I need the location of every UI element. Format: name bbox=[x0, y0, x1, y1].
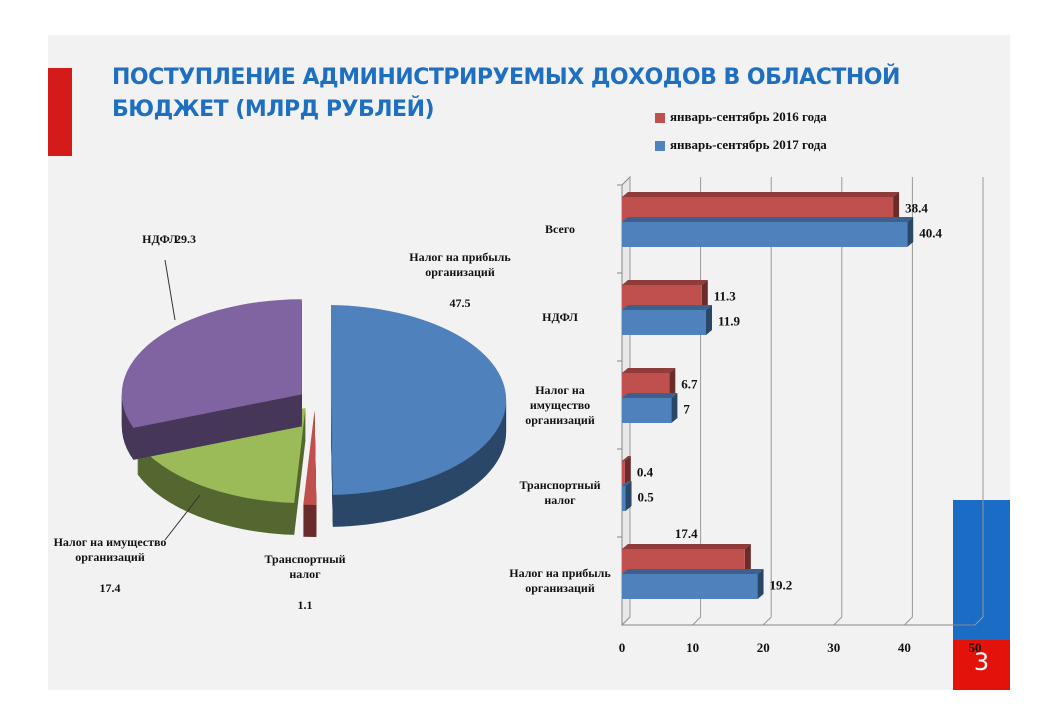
bar-top bbox=[622, 481, 632, 486]
accent bbox=[953, 640, 1010, 690]
pie-label: Налог на имущество организаций bbox=[53, 535, 167, 564]
bar-top bbox=[622, 192, 900, 197]
bar bbox=[622, 222, 908, 247]
legend-swatch bbox=[655, 141, 665, 151]
bar-end bbox=[625, 481, 632, 511]
pie-slice bbox=[121, 299, 302, 428]
accent bbox=[48, 68, 72, 156]
y-tick-label: Налог на прибыль организаций bbox=[509, 566, 611, 595]
y-tick-label: Транспортный налог bbox=[519, 478, 601, 507]
value-label: 38.4 bbox=[905, 200, 928, 215]
pie-label: Транспортный налог bbox=[264, 552, 346, 581]
legend-swatch bbox=[655, 113, 665, 123]
bar-end bbox=[669, 368, 676, 398]
bar-end bbox=[744, 544, 751, 574]
bar-top bbox=[622, 280, 708, 285]
bar-end bbox=[757, 569, 764, 599]
x-tick-label: 30 bbox=[827, 640, 840, 655]
bar bbox=[622, 574, 758, 599]
pie-slice bbox=[303, 409, 317, 506]
value-label: 40.4 bbox=[919, 225, 942, 240]
bar-end bbox=[893, 192, 900, 222]
bar-top bbox=[622, 217, 914, 222]
x-tick-label: 10 bbox=[686, 640, 699, 655]
y-tick-label: НДФЛ bbox=[542, 309, 578, 324]
x-tick-label: 0 bbox=[619, 640, 626, 655]
accent bbox=[953, 500, 1010, 640]
bar bbox=[622, 461, 625, 486]
value-label: 0.4 bbox=[637, 464, 654, 479]
value-label: 7 bbox=[683, 401, 690, 416]
y-tick-label: Всего bbox=[545, 221, 575, 236]
pie-value: 17.4 bbox=[99, 581, 121, 595]
bar-end bbox=[706, 305, 713, 335]
grid-line bbox=[974, 177, 984, 626]
bar-top bbox=[622, 544, 751, 549]
legend-label: январь-сентябрь 2016 года bbox=[670, 109, 827, 124]
bar bbox=[622, 398, 672, 423]
bar bbox=[622, 486, 626, 511]
value-label: 11.3 bbox=[714, 288, 737, 303]
value-label: 6.7 bbox=[681, 376, 698, 391]
x-tick-label: 40 bbox=[898, 640, 911, 655]
x-tick-label: 50 bbox=[969, 640, 982, 655]
bar-top bbox=[622, 368, 676, 373]
grid-line bbox=[833, 177, 843, 626]
grid-line bbox=[904, 177, 913, 626]
value-label: 0.5 bbox=[638, 489, 655, 504]
pie-value: 47.5 bbox=[449, 296, 471, 310]
leader-line bbox=[164, 494, 201, 541]
bar-top bbox=[622, 393, 678, 398]
bar-end bbox=[701, 280, 708, 310]
bar-top bbox=[622, 569, 764, 574]
grid-line bbox=[762, 177, 772, 626]
value-label: 19.2 bbox=[770, 577, 793, 592]
y-tick-label: Налог на имущество организаций bbox=[525, 382, 595, 427]
x-tick-label: 20 bbox=[757, 640, 770, 655]
pie-label: Налог на прибыль организаций bbox=[409, 250, 511, 279]
pie-slice bbox=[330, 305, 507, 495]
bar-top bbox=[622, 456, 631, 461]
pie-value: 1.1 bbox=[297, 598, 313, 612]
bar-end bbox=[907, 217, 914, 247]
value-label: 11.9 bbox=[718, 313, 741, 328]
value-label: 17.4 bbox=[675, 526, 698, 541]
bar-top bbox=[622, 305, 713, 310]
slide-number: 3 bbox=[973, 648, 990, 676]
legend-label: январь-сентябрь 2017 года bbox=[670, 137, 827, 152]
bar bbox=[622, 310, 707, 335]
title: ПОСТУПЛЕНИЕ АДМИНИСТРИРУЕМЫХ ДОХОДОВ В О… bbox=[112, 65, 900, 122]
bar-end bbox=[671, 393, 678, 423]
pie-value: 29.3 bbox=[175, 232, 196, 246]
leader-line bbox=[164, 259, 176, 321]
pie-label: НДФЛ bbox=[142, 232, 178, 246]
bar-end bbox=[624, 456, 631, 486]
